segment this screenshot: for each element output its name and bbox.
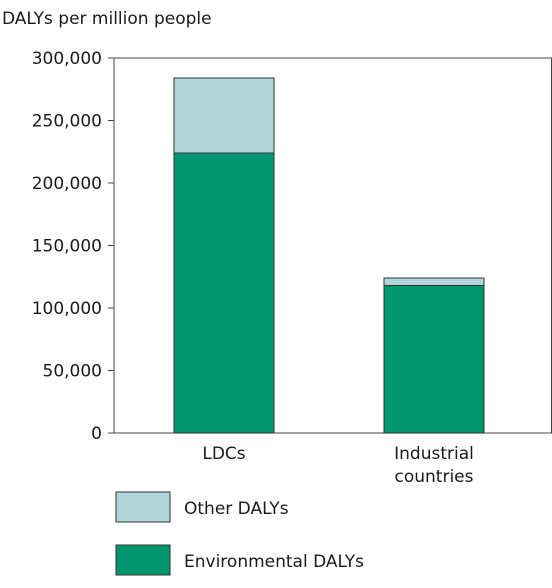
y-tick-label: 300,000: [32, 49, 102, 69]
legend-label: Other DALYs: [184, 499, 289, 519]
y-tick-label: 150,000: [32, 237, 102, 257]
y-axis-label: DALYs per million people: [2, 9, 212, 29]
bar-environmental-dalys-0: [173, 152, 275, 434]
y-tick-label: 50,000: [43, 362, 102, 382]
bar-other-dalys-1: [383, 277, 485, 286]
y-tick-label: 250,000: [32, 112, 102, 132]
axes: 0 50,000 100,000 150,000 200,000 250,000 300,0…: [32, 49, 552, 444]
legend-swatch: [115, 544, 171, 576]
category-label: LDCs: [202, 444, 245, 464]
category-labels: LDCs Industrial countries: [202, 444, 474, 487]
legend-label: Environmental DALYs: [184, 552, 364, 572]
bar-environmental-dalys-1: [383, 285, 485, 434]
y-tick-label: 200,000: [32, 174, 102, 194]
legend-swatch: [115, 491, 171, 523]
legend: Other DALYs Environmental DALYs: [115, 491, 364, 576]
bar-other-dalys-0: [173, 77, 275, 154]
bars: [173, 77, 485, 434]
y-tick-label: 0: [91, 424, 102, 444]
category-label: Industrial countries: [394, 444, 474, 487]
y-tick-label: 100,000: [32, 299, 102, 319]
